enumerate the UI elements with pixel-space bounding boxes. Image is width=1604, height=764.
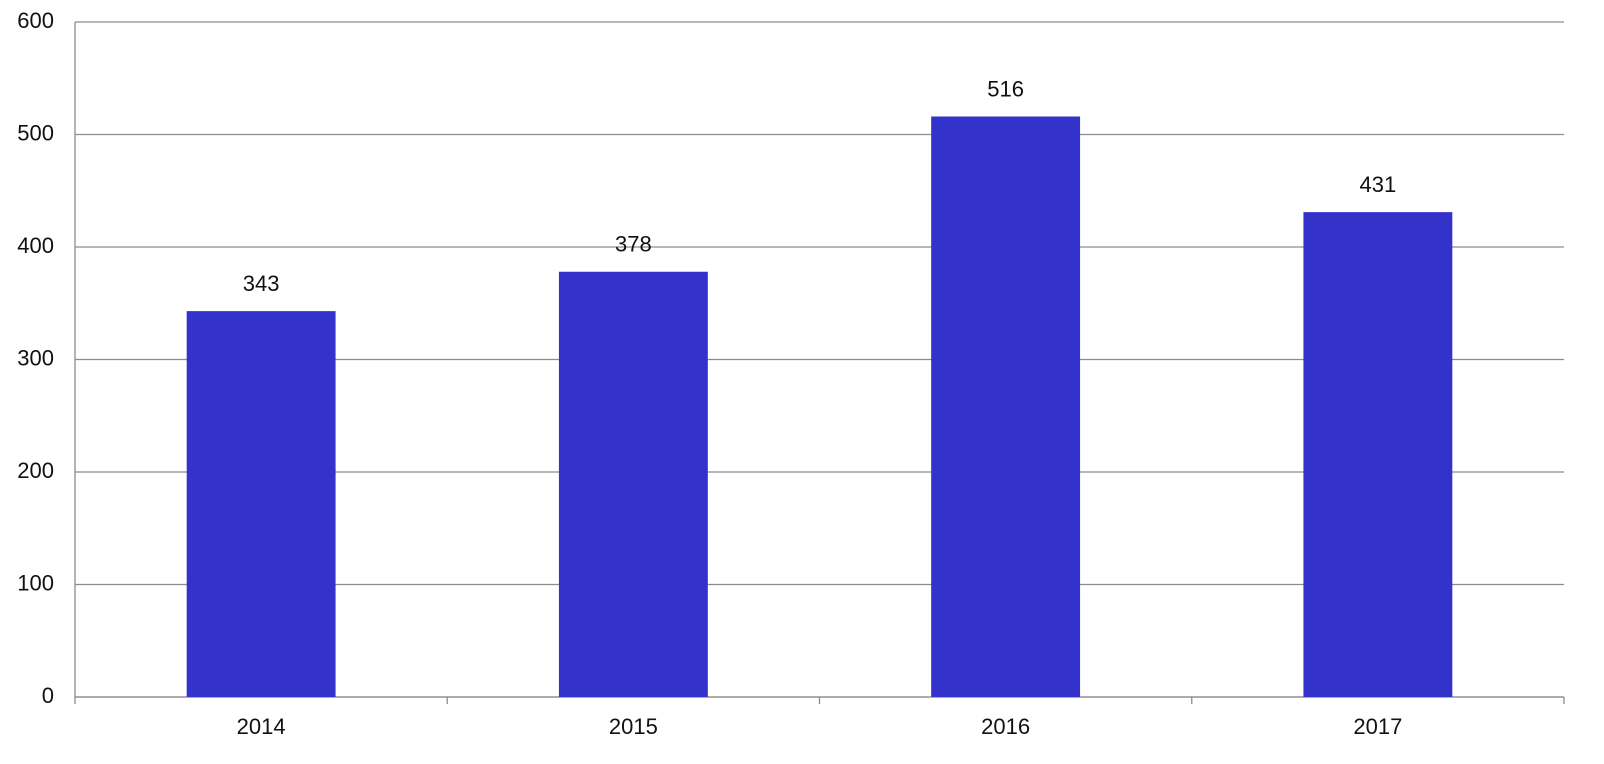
data-label: 431 bbox=[1360, 172, 1397, 197]
data-label: 378 bbox=[615, 232, 652, 257]
bar bbox=[1303, 212, 1453, 697]
y-tick-label: 100 bbox=[17, 570, 54, 595]
y-tick-label: 200 bbox=[17, 458, 54, 483]
data-label: 516 bbox=[987, 76, 1024, 101]
y-tick-label: 0 bbox=[42, 683, 54, 708]
bar bbox=[931, 116, 1081, 697]
x-tick-label: 2015 bbox=[609, 714, 658, 739]
y-tick-label: 400 bbox=[17, 233, 54, 258]
y-tick-label: 500 bbox=[17, 120, 54, 145]
y-tick-label: 600 bbox=[17, 8, 54, 33]
data-label: 343 bbox=[243, 271, 280, 296]
x-tick-label: 2017 bbox=[1353, 714, 1402, 739]
x-tick-label: 2014 bbox=[237, 714, 286, 739]
y-tick-label: 300 bbox=[17, 345, 54, 370]
bar bbox=[558, 271, 708, 697]
bar bbox=[186, 311, 336, 697]
x-tick-label: 2016 bbox=[981, 714, 1030, 739]
